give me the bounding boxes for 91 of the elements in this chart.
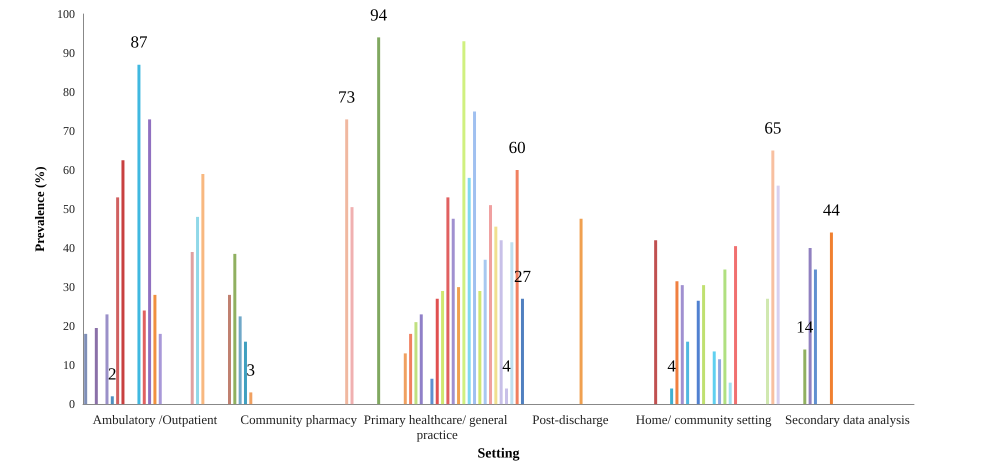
y-tick-label: 10 xyxy=(63,358,76,372)
bar xyxy=(803,349,806,404)
data-label: 87 xyxy=(130,32,148,52)
x-tick-label: Community pharmacy xyxy=(240,412,358,428)
bar xyxy=(441,290,444,404)
x-tick-label: Ambulatory /Outpatient xyxy=(92,412,218,428)
bar xyxy=(121,160,124,404)
x-tick-label: Home/ community setting xyxy=(636,412,772,428)
bar xyxy=(148,119,152,404)
bar xyxy=(473,112,476,404)
y-axis-title: Prevalence (%) xyxy=(32,166,48,252)
bar xyxy=(494,226,498,404)
bar xyxy=(244,342,247,404)
bar xyxy=(520,298,524,404)
bar xyxy=(452,218,455,404)
bar xyxy=(728,382,732,404)
data-label: 3 xyxy=(246,360,256,380)
bar xyxy=(196,216,200,404)
y-tick-label: 70 xyxy=(63,124,76,138)
bar xyxy=(670,388,674,404)
bar xyxy=(686,342,690,404)
x-axis-title: Setting xyxy=(478,446,520,462)
bar xyxy=(238,316,242,404)
data-label: 73 xyxy=(338,87,356,106)
bar xyxy=(766,298,770,404)
bar xyxy=(776,186,780,404)
bar xyxy=(675,281,678,404)
y-tick-label: 60 xyxy=(63,163,76,178)
bar xyxy=(702,285,706,404)
bar xyxy=(404,353,407,404)
y-tick-label: 30 xyxy=(63,280,76,294)
bar xyxy=(468,178,471,404)
bar xyxy=(723,270,726,404)
x-tick-label: Secondary data analysis xyxy=(784,412,910,428)
x-tick-label: Primary healthcare/ general practice xyxy=(364,412,511,442)
y-tick-label: 20 xyxy=(63,319,76,334)
data-label: 4 xyxy=(502,356,512,376)
bar xyxy=(84,334,88,404)
bar xyxy=(504,388,508,404)
data-label: 94 xyxy=(370,5,388,24)
bar xyxy=(137,64,140,404)
bar xyxy=(110,396,114,404)
data-label: 44 xyxy=(822,200,840,220)
bar xyxy=(457,287,460,404)
bar xyxy=(580,218,583,404)
data-label: 60 xyxy=(508,138,526,158)
bar xyxy=(489,205,492,404)
data-label: 2 xyxy=(108,364,117,384)
bar xyxy=(680,285,684,404)
bar xyxy=(510,242,514,404)
bar xyxy=(142,310,146,404)
bar xyxy=(345,119,348,404)
bar xyxy=(654,240,658,404)
bar xyxy=(105,314,108,404)
bar xyxy=(233,254,236,404)
x-tick-label: Post-discharge xyxy=(532,412,609,428)
bar xyxy=(696,300,700,404)
y-tick-label: 0 xyxy=(69,397,76,412)
bar xyxy=(430,378,434,404)
bar xyxy=(734,246,738,404)
y-tick-label: 100 xyxy=(57,7,76,21)
bar xyxy=(116,197,120,404)
bar xyxy=(228,294,231,404)
bar xyxy=(249,392,252,404)
bar xyxy=(712,351,716,404)
bar xyxy=(420,314,423,404)
bar xyxy=(414,322,418,404)
y-tick-label: 40 xyxy=(63,241,76,256)
bar xyxy=(201,174,204,404)
bar xyxy=(153,294,156,404)
bar xyxy=(484,260,487,404)
bar xyxy=(190,252,194,404)
bar xyxy=(500,240,503,404)
y-tick-label: 50 xyxy=(63,202,76,216)
bar xyxy=(377,37,380,404)
bar xyxy=(409,334,412,404)
bar xyxy=(478,290,482,404)
bar xyxy=(350,207,354,404)
bar xyxy=(771,150,774,404)
y-tick-label: 80 xyxy=(63,85,76,100)
bar xyxy=(446,197,450,404)
bar xyxy=(94,328,98,404)
bar xyxy=(814,270,817,404)
y-tick-label: 90 xyxy=(63,46,76,60)
bar xyxy=(158,334,162,404)
bar xyxy=(830,232,833,404)
bar xyxy=(462,41,466,404)
bar xyxy=(718,359,722,404)
bar xyxy=(436,298,439,404)
data-label: 65 xyxy=(764,118,782,138)
data-label: 14 xyxy=(796,317,814,336)
